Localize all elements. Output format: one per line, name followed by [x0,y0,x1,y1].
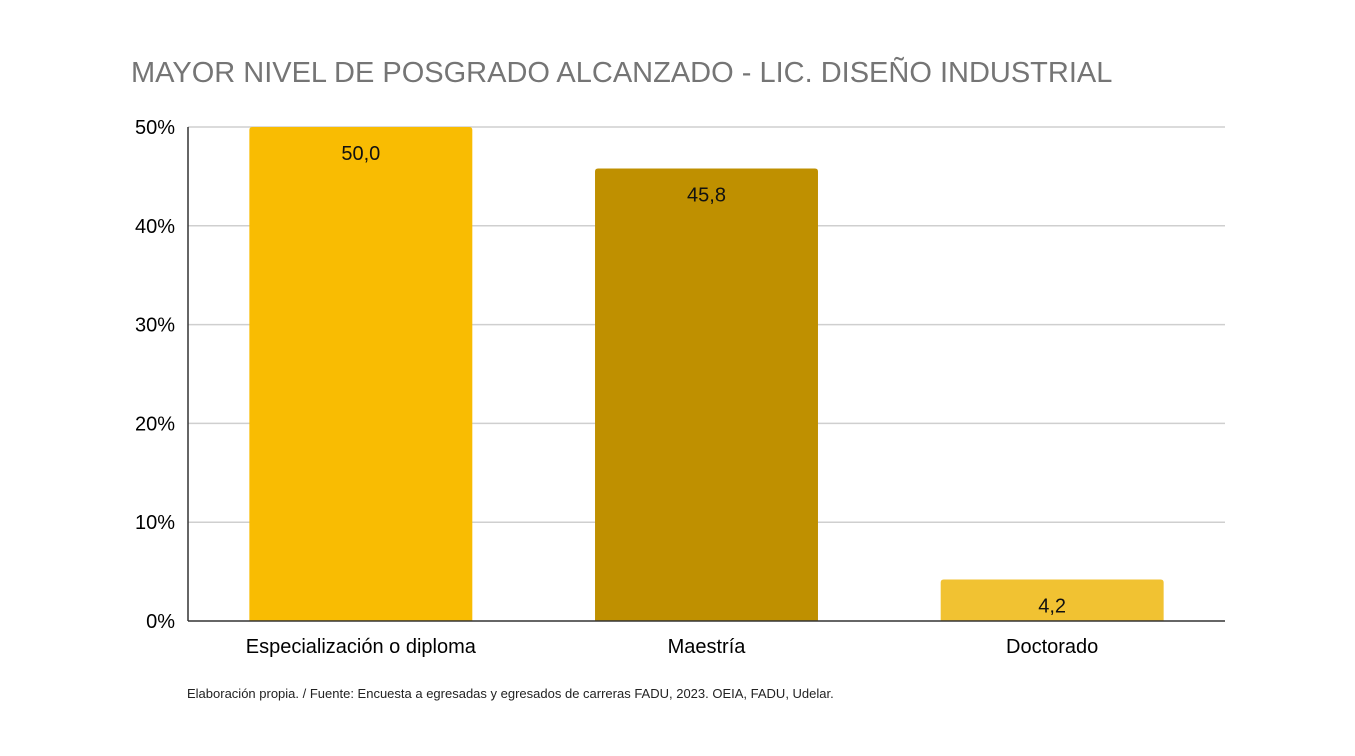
y-tick-label: 50% [135,117,175,139]
y-tick-label: 0% [146,611,175,633]
x-category-label: Especialización o diploma [246,636,477,658]
y-tick-label: 10% [135,512,175,534]
x-category-label: Maestría [668,636,747,658]
y-tick-label: 20% [135,413,175,435]
data-label: 4,2 [1038,596,1066,618]
data-label: 45,8 [687,184,726,206]
source-note: Elaboración propia. / Fuente: Encuesta a… [187,686,834,701]
data-labels: 50,0 45,8 4,2 [341,143,1066,618]
x-category-label: Doctorado [1006,636,1098,658]
bars [249,127,1164,621]
y-tick-label: 40% [135,216,175,238]
x-axis-categories: Especialización o diploma Maestría Doctora… [246,636,1099,658]
bar [940,579,1164,621]
bar [595,168,818,621]
chart-title: MAYOR NIVEL DE POSGRADO ALCANZADO - LIC.… [131,55,1112,89]
bar [249,127,473,621]
y-tick-label: 30% [135,315,175,337]
y-axis-ticks: 0% 10% 20% 30% 40% 50% [135,117,175,633]
data-label: 50,0 [341,143,380,165]
